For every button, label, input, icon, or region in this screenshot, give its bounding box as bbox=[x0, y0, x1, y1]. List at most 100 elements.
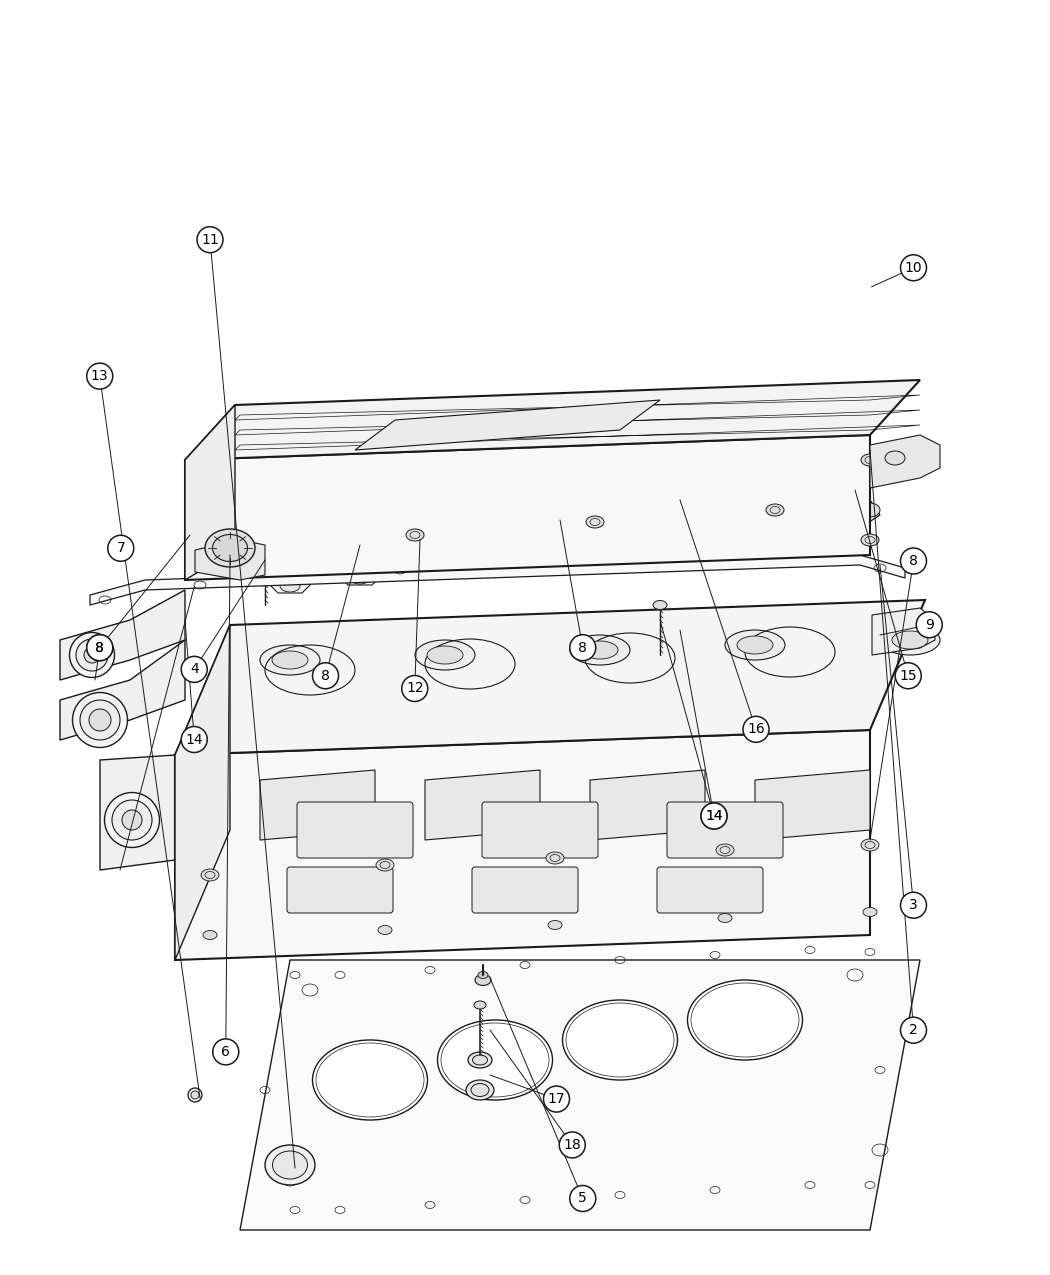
Ellipse shape bbox=[861, 534, 879, 546]
Ellipse shape bbox=[720, 530, 740, 542]
Circle shape bbox=[743, 717, 769, 742]
Ellipse shape bbox=[766, 504, 784, 516]
Circle shape bbox=[87, 635, 112, 660]
Text: 7: 7 bbox=[117, 542, 125, 555]
Ellipse shape bbox=[653, 601, 667, 609]
Circle shape bbox=[313, 663, 338, 688]
Ellipse shape bbox=[76, 639, 108, 671]
FancyBboxPatch shape bbox=[482, 802, 598, 858]
Ellipse shape bbox=[84, 646, 100, 663]
FancyBboxPatch shape bbox=[287, 867, 393, 913]
Ellipse shape bbox=[548, 921, 562, 929]
Polygon shape bbox=[872, 608, 934, 655]
Text: 14: 14 bbox=[706, 810, 722, 822]
Circle shape bbox=[917, 612, 942, 638]
Ellipse shape bbox=[80, 700, 120, 739]
Ellipse shape bbox=[406, 529, 424, 541]
Ellipse shape bbox=[861, 839, 879, 850]
Text: 12: 12 bbox=[406, 682, 423, 695]
Polygon shape bbox=[658, 505, 702, 550]
Ellipse shape bbox=[466, 1080, 493, 1100]
Ellipse shape bbox=[438, 1020, 552, 1100]
Ellipse shape bbox=[273, 1151, 308, 1179]
Ellipse shape bbox=[885, 451, 905, 465]
Ellipse shape bbox=[716, 844, 734, 856]
Polygon shape bbox=[240, 960, 920, 1230]
Circle shape bbox=[901, 548, 926, 574]
Text: 18: 18 bbox=[564, 1139, 581, 1151]
Ellipse shape bbox=[563, 1000, 677, 1080]
FancyBboxPatch shape bbox=[472, 867, 578, 913]
Polygon shape bbox=[870, 435, 940, 488]
Polygon shape bbox=[755, 770, 870, 840]
Circle shape bbox=[182, 727, 207, 752]
Polygon shape bbox=[60, 640, 185, 739]
Text: 8: 8 bbox=[909, 555, 918, 567]
Text: 8: 8 bbox=[321, 669, 330, 682]
Ellipse shape bbox=[191, 1091, 200, 1099]
Text: 16: 16 bbox=[748, 723, 764, 736]
FancyBboxPatch shape bbox=[667, 802, 783, 858]
Circle shape bbox=[87, 363, 112, 389]
Ellipse shape bbox=[478, 972, 488, 978]
Circle shape bbox=[901, 1017, 926, 1043]
Ellipse shape bbox=[688, 980, 802, 1060]
Circle shape bbox=[896, 663, 921, 688]
Text: 3: 3 bbox=[909, 899, 918, 912]
Ellipse shape bbox=[378, 926, 392, 935]
Circle shape bbox=[901, 892, 926, 918]
Ellipse shape bbox=[724, 630, 785, 660]
Text: 8: 8 bbox=[579, 641, 587, 654]
Ellipse shape bbox=[460, 562, 480, 574]
Text: 5: 5 bbox=[579, 1192, 587, 1205]
Polygon shape bbox=[518, 520, 562, 565]
Ellipse shape bbox=[848, 440, 862, 450]
Circle shape bbox=[701, 803, 727, 829]
FancyBboxPatch shape bbox=[297, 802, 413, 858]
Text: 14: 14 bbox=[706, 810, 722, 822]
Circle shape bbox=[87, 635, 112, 660]
Circle shape bbox=[182, 657, 207, 682]
Ellipse shape bbox=[475, 974, 491, 986]
Circle shape bbox=[197, 227, 223, 252]
Text: 13: 13 bbox=[91, 370, 108, 382]
Text: 14: 14 bbox=[186, 733, 203, 746]
Ellipse shape bbox=[350, 572, 370, 584]
Circle shape bbox=[402, 676, 427, 701]
Circle shape bbox=[901, 255, 926, 280]
Ellipse shape bbox=[892, 631, 928, 649]
Circle shape bbox=[213, 1039, 238, 1065]
Ellipse shape bbox=[468, 504, 482, 513]
Ellipse shape bbox=[530, 552, 550, 564]
FancyBboxPatch shape bbox=[657, 867, 763, 913]
Ellipse shape bbox=[203, 931, 217, 940]
Text: 9: 9 bbox=[925, 618, 933, 631]
Ellipse shape bbox=[474, 1001, 486, 1009]
Ellipse shape bbox=[69, 632, 114, 677]
Polygon shape bbox=[355, 400, 660, 450]
Polygon shape bbox=[598, 513, 642, 557]
Ellipse shape bbox=[257, 541, 273, 550]
Text: 11: 11 bbox=[202, 233, 218, 246]
Ellipse shape bbox=[768, 476, 782, 484]
Text: 17: 17 bbox=[548, 1093, 565, 1105]
Ellipse shape bbox=[280, 580, 300, 592]
Text: 6: 6 bbox=[222, 1046, 230, 1058]
Ellipse shape bbox=[880, 625, 940, 655]
Polygon shape bbox=[800, 495, 880, 528]
Ellipse shape bbox=[718, 913, 732, 923]
Text: 15: 15 bbox=[900, 669, 917, 682]
Ellipse shape bbox=[546, 852, 564, 864]
Text: 8: 8 bbox=[96, 641, 104, 654]
Ellipse shape bbox=[861, 454, 879, 465]
Polygon shape bbox=[185, 380, 920, 460]
Ellipse shape bbox=[265, 1145, 315, 1184]
Ellipse shape bbox=[188, 1088, 202, 1102]
Polygon shape bbox=[195, 541, 265, 580]
Polygon shape bbox=[338, 541, 382, 585]
Ellipse shape bbox=[471, 1084, 489, 1096]
Text: 8: 8 bbox=[96, 641, 104, 654]
Ellipse shape bbox=[89, 709, 111, 731]
Ellipse shape bbox=[112, 799, 152, 840]
Ellipse shape bbox=[582, 641, 618, 659]
